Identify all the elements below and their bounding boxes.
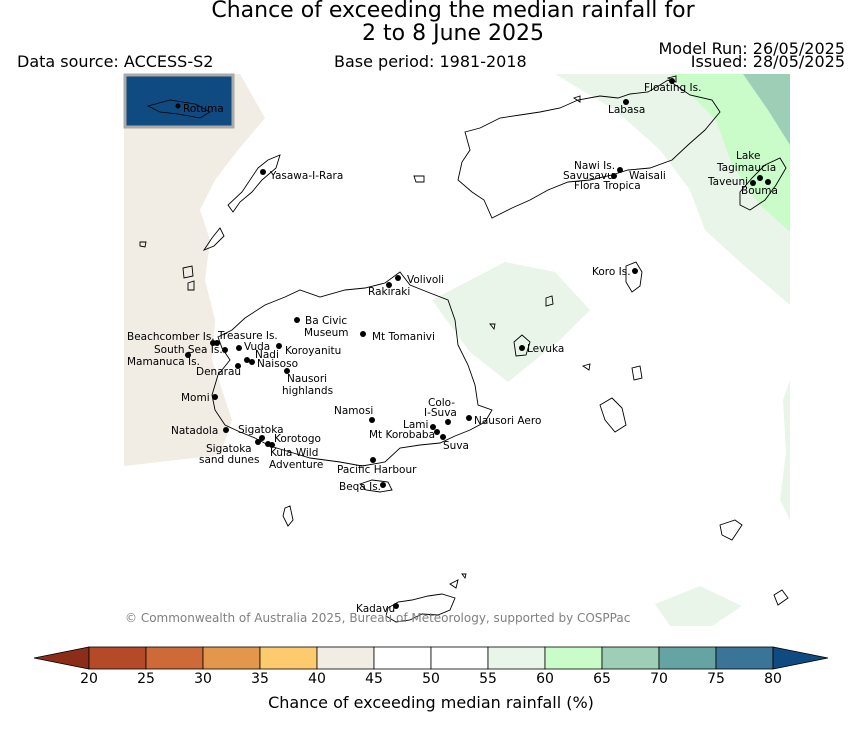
place-label: Adventure [269, 459, 323, 471]
colorbar-label: Chance of exceeding median rainfall (%) [268, 693, 594, 712]
colorbar-arrow-high [772, 646, 829, 670]
rotuma-label: Rotuma [183, 103, 224, 115]
colorbar-tick-label: 80 [764, 671, 782, 687]
colorbar-tick-label: 65 [593, 671, 611, 687]
place-label: Namosi [334, 405, 373, 417]
place-label: Natadola [171, 425, 218, 437]
place-label: South Sea Is. [154, 344, 223, 356]
place-label: Waisali [629, 170, 666, 182]
place-label: Bouma [741, 185, 778, 197]
place-label: Pacific Harbour [337, 464, 417, 476]
place-label: Beqa Is. [339, 481, 381, 493]
place-label: Tagimaucia [716, 162, 776, 174]
place-markers: Floating Is. Labasa Yasawa-I-Rara Nawi I… [127, 78, 778, 615]
place-label: Beachcomber Is. [127, 331, 215, 343]
place-label: Yasawa-I-Rara [269, 170, 343, 182]
place-label: Korotogo [274, 433, 321, 445]
place-label: Momi [181, 392, 210, 404]
place-label: Koro Is. [592, 266, 631, 278]
colorbar [33, 646, 829, 670]
colorbar-tick-label: 70 [650, 671, 668, 687]
place-label: Labasa [608, 104, 645, 116]
place-label: Koroyanitu [285, 345, 341, 357]
place-label: Mt Tomanivi [372, 331, 435, 343]
colorbar-bin [715, 646, 774, 670]
colorbar-arrow-low [33, 646, 90, 670]
colorbar-tick-label: 35 [251, 671, 269, 687]
title-line-2: 2 to 8 June 2025 [362, 21, 544, 46]
colorbar-tick-label: 45 [365, 671, 383, 687]
place-label: Nawi Is. [574, 160, 615, 172]
colorbar-bin [658, 646, 717, 670]
place-label: Naisoso [257, 358, 298, 370]
place-label: Kula Wild [270, 447, 318, 459]
place-label: Levuka [527, 343, 564, 355]
place-label: Nadi [255, 349, 279, 361]
place-label: I-Suva [424, 407, 457, 419]
colorbar-bin [202, 646, 261, 670]
colorbar-bin [145, 646, 204, 670]
place-label: Taveuni [707, 176, 748, 188]
place-label: Kadavu [356, 603, 395, 615]
issued-label: Issued: 28/05/2025 [690, 52, 845, 71]
copyright-notice: © Commonwealth of Australia 2025, Bureau… [125, 611, 630, 625]
place-label: Savusavu [563, 170, 614, 182]
colorbar-bin [373, 646, 432, 670]
colorbar-tick-label: 30 [194, 671, 212, 687]
colorbar-bin [487, 646, 546, 670]
colorbar-bin [259, 646, 318, 670]
place-label: Volivoli [407, 274, 444, 286]
title-line-1: Chance of exceeding the median rainfall … [211, 0, 695, 23]
place-label: Ba Civic [305, 315, 347, 327]
place-label: Vuda [244, 341, 270, 353]
place-label: Treasure Is. [217, 330, 278, 342]
colorbar-tick-label: 50 [422, 671, 440, 687]
place-label: Lake [736, 150, 760, 162]
base-period-label: Base period: 1981-2018 [334, 52, 527, 71]
place-label: Flora Tropica [574, 180, 641, 192]
model-run-label: Model Run: 26/05/2025 [658, 39, 846, 58]
place-label: Suva [443, 440, 469, 452]
colorbar-bin [544, 646, 603, 670]
place-label: Nausori Aero [474, 415, 541, 427]
place-label: Sigatoka [206, 443, 252, 455]
place-label: Floating Is. [644, 82, 701, 94]
colorbar-bin [601, 646, 660, 670]
place-label: highlands [282, 385, 333, 397]
colorbar-bin [88, 646, 147, 670]
place-label: Nausori [287, 373, 327, 385]
place-label: Sigatoka [238, 424, 284, 436]
place-label: Mamanuca Is. [127, 356, 200, 368]
colorbar-tick-label: 20 [80, 671, 98, 687]
place-label: Colo- [428, 397, 455, 409]
colorbar-bin [316, 646, 375, 670]
colorbar-tick-label: 75 [707, 671, 725, 687]
colorbar-bin [430, 646, 489, 670]
place-label: Museum [304, 327, 349, 339]
colorbar-tick-label: 60 [536, 671, 554, 687]
place-label: Rakiraki [368, 286, 410, 298]
place-label: sand dunes [199, 454, 259, 466]
place-label: Lami [403, 419, 428, 431]
colorbar-tick-label: 55 [479, 671, 497, 687]
data-source-label: Data source: ACCESS-S2 [17, 52, 214, 71]
coastline-outlines [139, 75, 789, 623]
colorbar-tick-label: 25 [137, 671, 155, 687]
colorbar-tick-label: 40 [308, 671, 326, 687]
probability-shading [124, 74, 790, 626]
rotuma-inset: Rotuma [123, 73, 235, 129]
place-label: Mt Korobaba [369, 429, 435, 441]
place-label: Denarau [196, 366, 241, 378]
